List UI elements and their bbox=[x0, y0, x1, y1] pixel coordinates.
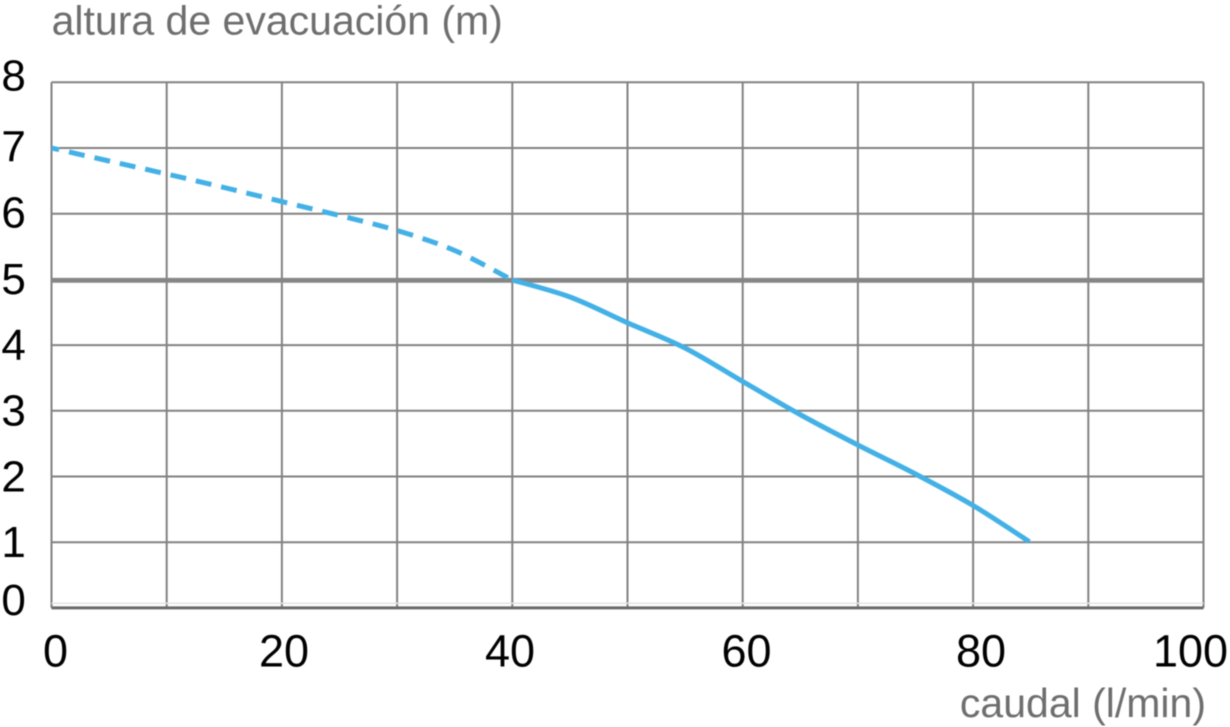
svg-text:80: 80 bbox=[956, 626, 1006, 677]
svg-text:8: 8 bbox=[1, 52, 25, 101]
svg-text:6: 6 bbox=[1, 189, 25, 238]
svg-text:100: 100 bbox=[1153, 626, 1228, 677]
svg-text:0: 0 bbox=[43, 626, 68, 677]
svg-text:7: 7 bbox=[1, 123, 25, 172]
svg-text:caudal (l/min): caudal (l/min) bbox=[960, 680, 1206, 726]
svg-text:40: 40 bbox=[485, 626, 535, 677]
svg-text:altura de evacuación (m): altura de evacuación (m) bbox=[52, 0, 503, 44]
svg-text:0: 0 bbox=[1, 576, 25, 625]
svg-text:3: 3 bbox=[1, 387, 25, 436]
svg-text:5: 5 bbox=[1, 255, 25, 304]
svg-text:60: 60 bbox=[721, 626, 771, 677]
svg-text:2: 2 bbox=[1, 452, 25, 501]
svg-text:1: 1 bbox=[1, 518, 25, 567]
svg-text:4: 4 bbox=[1, 321, 25, 370]
svg-text:20: 20 bbox=[259, 626, 309, 677]
